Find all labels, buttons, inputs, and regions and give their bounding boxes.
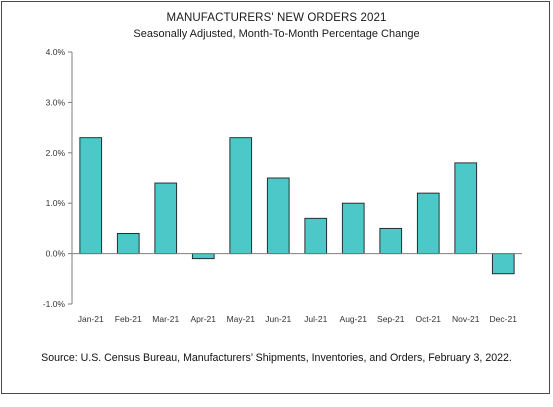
y-tick-label: 2.0% [46,148,66,158]
bar-jul-21 [304,217,328,255]
x-tick-label: Aug-21 [340,314,368,324]
x-tick-label: Oct-21 [415,314,441,324]
x-tick-label: Jul-21 [304,314,327,324]
x-tick-label: Sep-21 [377,314,405,324]
x-tick-label: Jan-21 [78,314,104,324]
y-tick-label: -1.0% [43,299,66,309]
bar-jun-21 [266,177,290,255]
bar-nov-21 [454,162,478,255]
bar-apr-21 [191,253,215,260]
x-tick-label: Jun-21 [265,314,291,324]
source-note: Source: U.S. Census Bureau, Manufacturer… [41,352,512,364]
y-tick-label: 4.0% [46,47,66,57]
bar-sep-21 [379,227,403,255]
x-tick-label: Nov-21 [452,314,480,324]
x-tick-label: Dec-21 [490,314,518,324]
bar-jan-21 [79,137,103,255]
bar-oct-21 [416,192,440,255]
y-tick-label: 0.0% [46,249,66,259]
bar-aug-21 [341,202,365,255]
x-tick-label: May-21 [227,314,256,324]
bar-feb-21 [116,232,140,255]
bar-mar-21 [154,182,178,255]
x-tick-label: Mar-21 [152,314,179,324]
x-tick-label: Feb-21 [115,314,142,324]
y-tick-label: 1.0% [46,198,66,208]
x-tick-label: Apr-21 [190,314,216,324]
chart-title: MANUFACTURERS' NEW ORDERS 2021 [166,12,387,24]
bar-may-21 [229,137,253,255]
bar-dec-21 [491,253,515,275]
chart-subtitle: Seasonally Adjusted, Month-To-Month Perc… [133,28,420,40]
y-tick-label: 3.0% [46,97,66,107]
